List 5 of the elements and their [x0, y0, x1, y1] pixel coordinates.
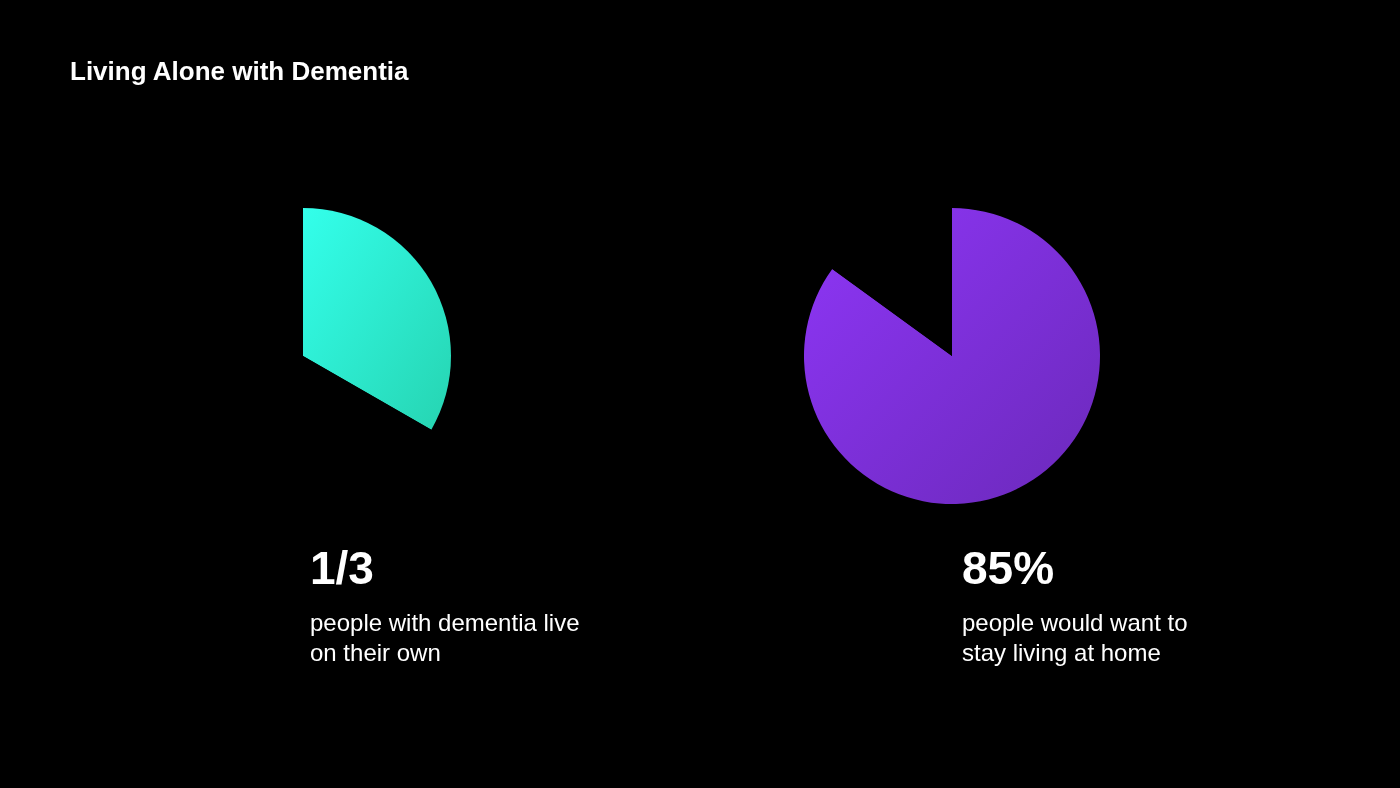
- text: 1/3: [310, 542, 374, 594]
- chart-title: Living Alone with Dementia: [70, 56, 410, 86]
- text: people would want to stay living at home: [962, 609, 1188, 666]
- text: people with dementia live on their own: [310, 609, 580, 666]
- text: 85%: [962, 542, 1055, 594]
